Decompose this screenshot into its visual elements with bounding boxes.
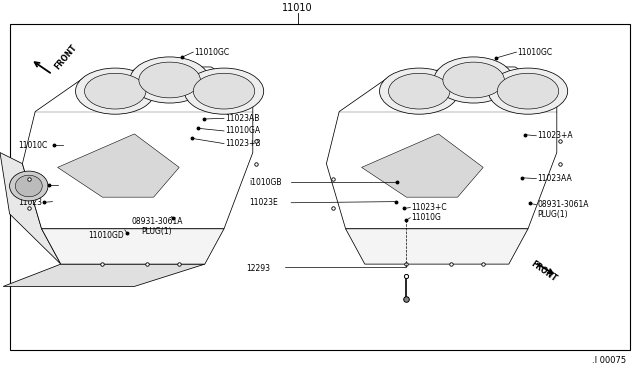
Text: 11023+A: 11023+A <box>538 131 573 140</box>
Polygon shape <box>362 134 483 197</box>
Polygon shape <box>0 153 61 264</box>
Text: 11023AB: 11023AB <box>225 114 260 123</box>
Text: 11010GD: 11010GD <box>88 231 124 240</box>
Text: PLUG(1): PLUG(1) <box>538 210 568 219</box>
Circle shape <box>497 73 559 109</box>
Polygon shape <box>58 134 179 197</box>
Text: 11010GA: 11010GA <box>225 126 260 135</box>
Circle shape <box>488 68 568 114</box>
Text: 11023+B: 11023+B <box>225 139 260 148</box>
Circle shape <box>139 62 200 98</box>
Text: FRONT: FRONT <box>529 260 558 284</box>
Text: PLUG(1): PLUG(1) <box>141 227 172 236</box>
Text: 11023+C: 11023+C <box>412 203 447 212</box>
Circle shape <box>184 68 264 114</box>
Ellipse shape <box>10 171 48 201</box>
Circle shape <box>130 57 209 103</box>
Circle shape <box>193 73 255 109</box>
Text: i1010GB: i1010GB <box>250 178 282 187</box>
Text: 11010C: 11010C <box>18 141 47 150</box>
Polygon shape <box>22 67 253 229</box>
Bar <box>10 24 630 350</box>
Text: 11023A: 11023A <box>18 182 47 190</box>
Circle shape <box>84 73 146 109</box>
Polygon shape <box>326 67 557 229</box>
Text: 11023E: 11023E <box>250 198 278 207</box>
Ellipse shape <box>15 175 42 197</box>
Circle shape <box>434 57 513 103</box>
Text: 11010: 11010 <box>282 3 313 13</box>
Text: .I 00075: .I 00075 <box>592 356 626 365</box>
Text: 08931-3061A: 08931-3061A <box>131 217 182 226</box>
Text: 11010GC: 11010GC <box>517 48 552 57</box>
Text: 11023: 11023 <box>18 198 42 207</box>
Text: 11010GC: 11010GC <box>194 48 229 57</box>
Text: 11010G: 11010G <box>412 213 442 222</box>
Text: 12293: 12293 <box>246 264 270 273</box>
Polygon shape <box>346 229 528 264</box>
Circle shape <box>388 73 450 109</box>
Text: FRONT: FRONT <box>52 43 78 71</box>
Text: 11023AA: 11023AA <box>538 174 572 183</box>
Polygon shape <box>3 264 205 286</box>
Text: 08931-3061A: 08931-3061A <box>538 200 589 209</box>
Circle shape <box>443 62 504 98</box>
Circle shape <box>76 68 155 114</box>
Circle shape <box>380 68 459 114</box>
Polygon shape <box>42 229 224 264</box>
